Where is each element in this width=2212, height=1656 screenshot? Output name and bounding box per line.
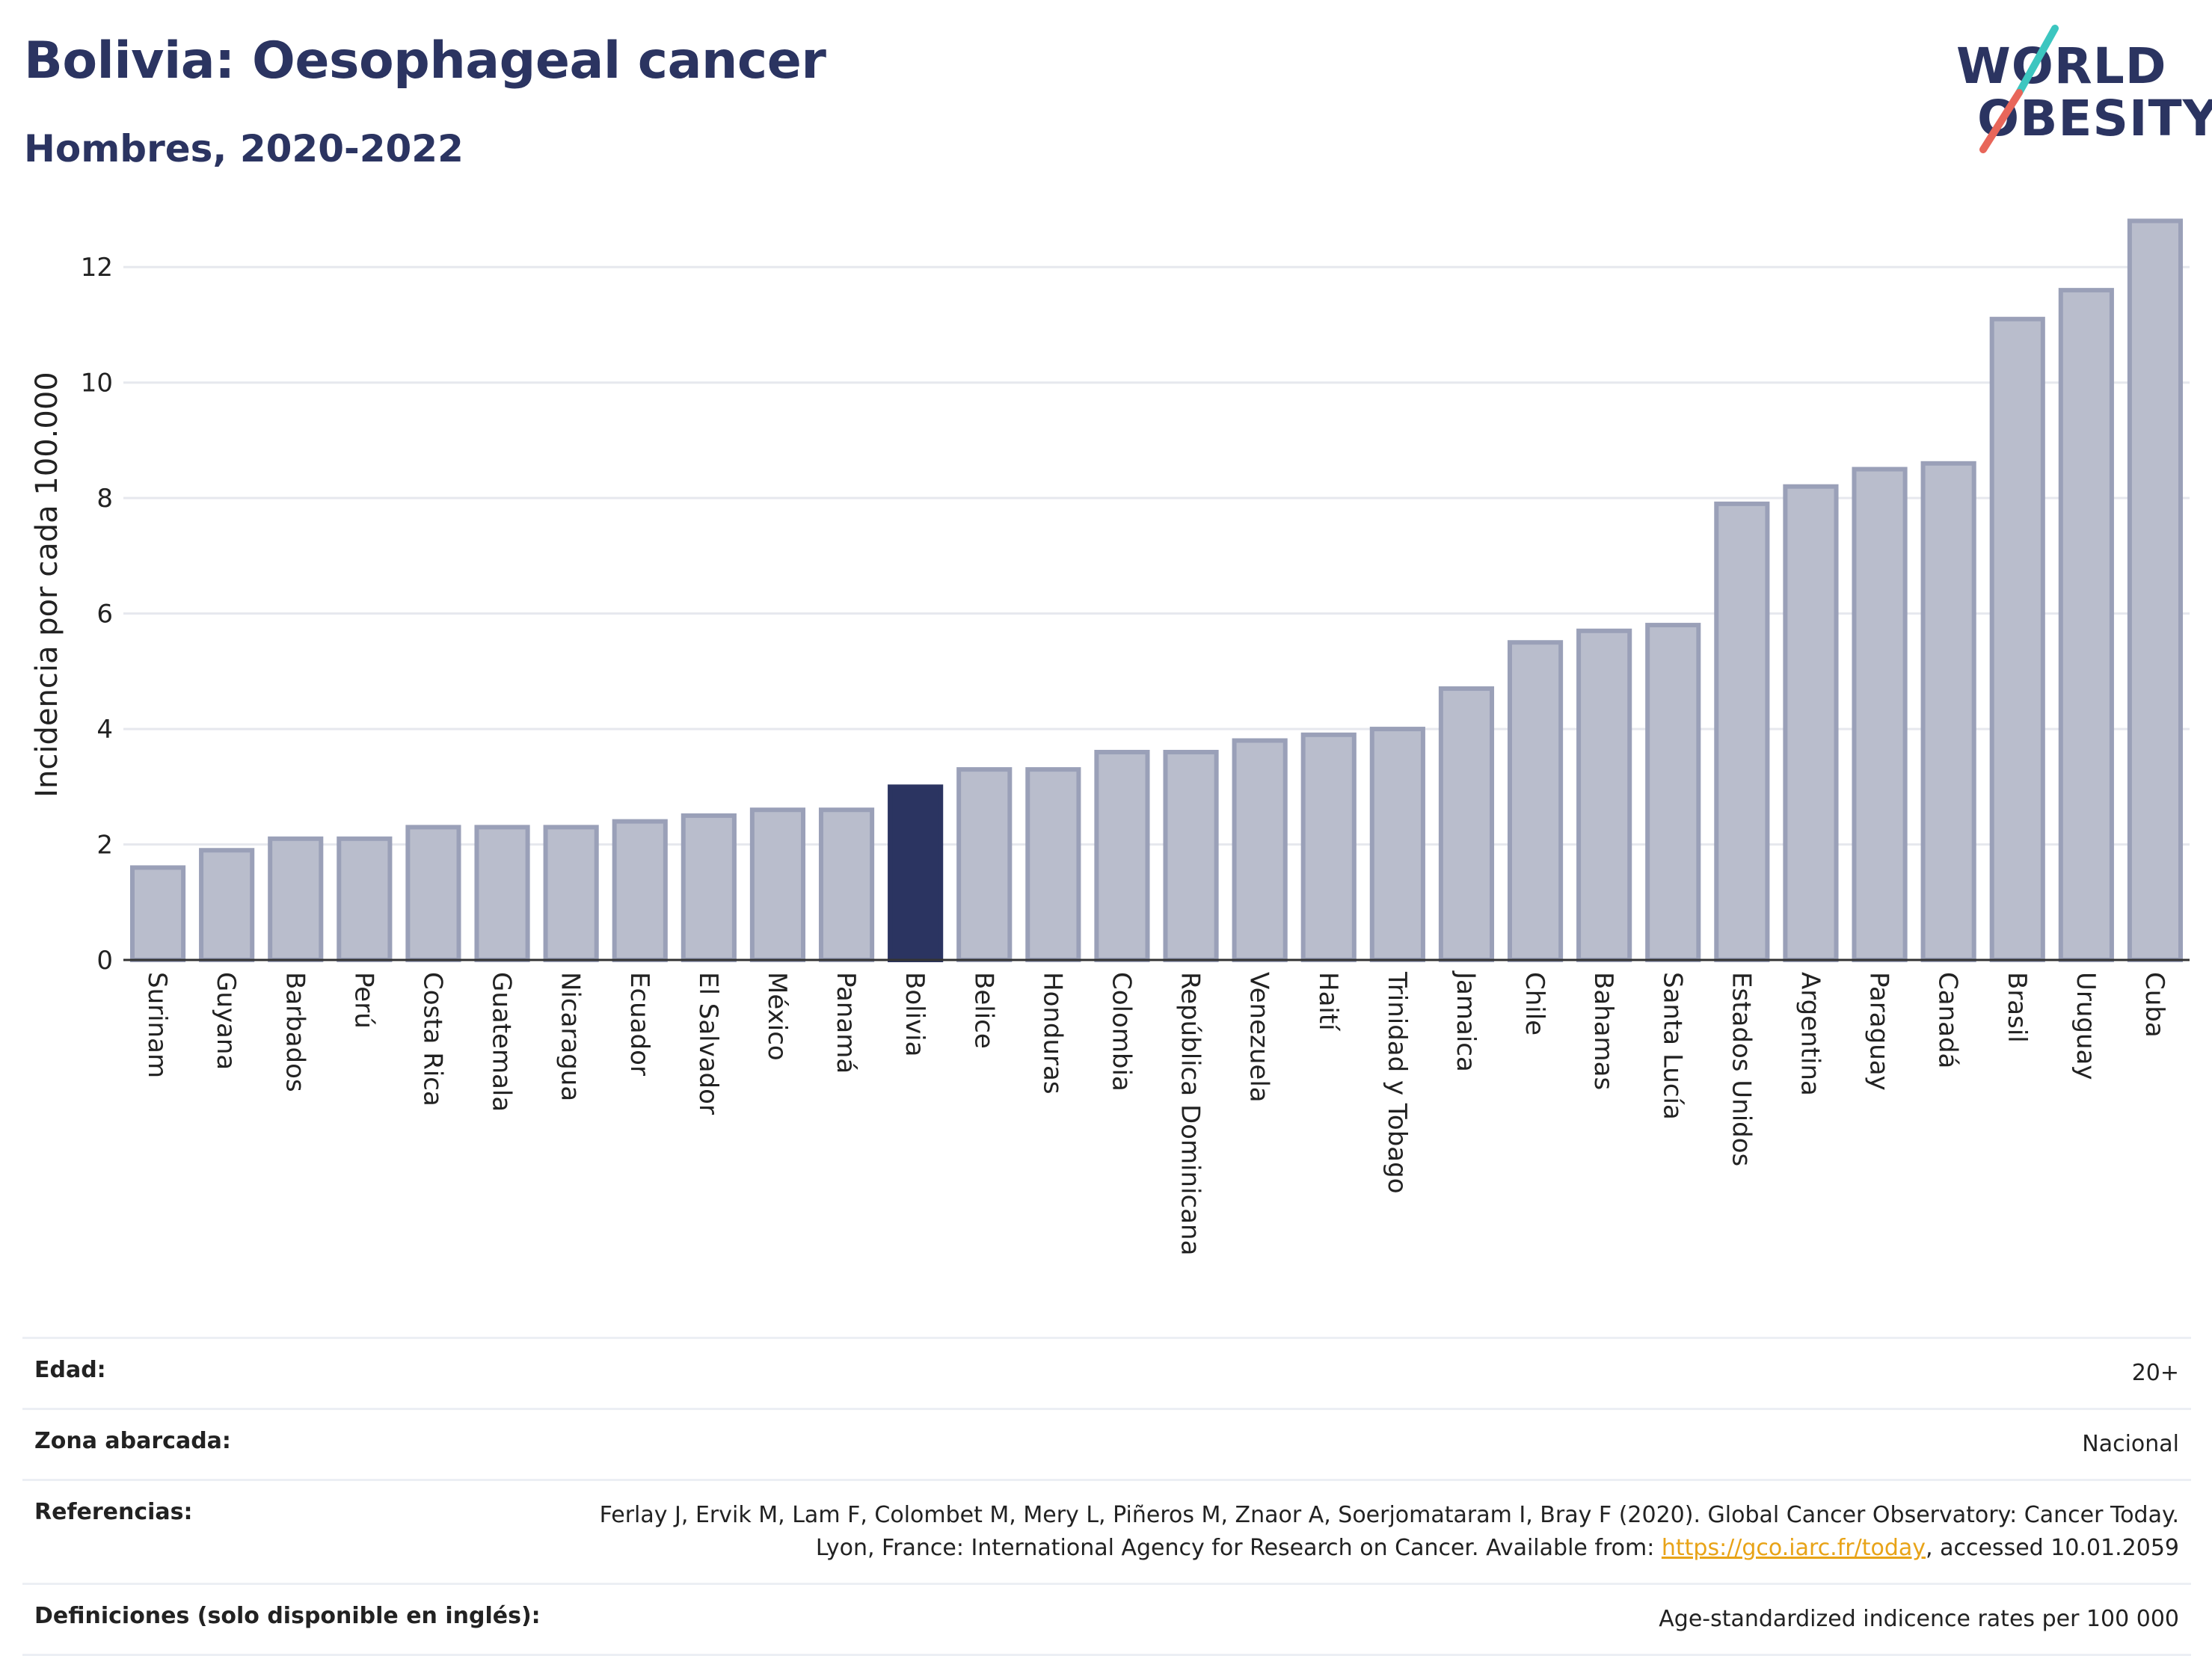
x-tick-label: Chile [1520,972,1549,1035]
bar-venezuela [1232,738,1288,962]
x-tick-label: Uruguay [2071,972,2101,1080]
bar-argentina [1783,484,1839,962]
y-tick-label: 0 [96,946,113,976]
y-axis-ticks: 0 2 4 6 8 10 12 [81,253,113,976]
x-tick-label: Jamaica [1451,970,1481,1072]
bar-guyana [199,848,255,962]
x-tick-label: Perú [348,972,378,1029]
bar-panamá [818,807,875,963]
info-row-references: Referencias: Ferlay J, Ervik M, Lam F, C… [22,1479,2191,1583]
x-tick-label: Canadá [1933,972,1963,1068]
logo-line-1: WORLD [1956,37,2167,95]
bar-bahamas [1576,628,1632,962]
world-obesity-logo: WORLD OBESITY [1944,22,2212,157]
zone-value: Nacional [2082,1431,2179,1457]
bar-república-dominicana [1163,749,1219,962]
bar-chile [1507,640,1564,962]
x-tick-label: Santa Lucía [1657,972,1687,1120]
references-link[interactable]: https://gco.iarc.fr/today [1661,1535,1926,1561]
bar-brasil [1989,316,2045,962]
x-tick-label: Guatemala [487,972,517,1112]
y-tick-label: 12 [81,253,113,283]
bar-colombia [1094,749,1150,962]
bar-uruguay [2058,288,2114,963]
x-tick-label: Venezuela [1244,972,1274,1103]
x-tick-label: Bolivia [900,972,930,1056]
bar-méxico [749,807,806,963]
bar-trinidad-y-tobago [1369,727,1425,962]
bars [129,218,2184,963]
bar-cuba [2127,218,2184,962]
age-label: Edad: [34,1357,106,1383]
info-table: Edad: 20+ Zona abarcada: Nacional Refere… [22,1337,2191,1656]
x-tick-label: Costa Rica [417,972,447,1106]
y-tick-label: 4 [96,715,113,745]
bar-barbados [268,836,324,962]
y-tick-label: 8 [96,484,113,514]
definitions-label: Definiciones (solo disponible en inglés)… [34,1603,541,1629]
bar-jamaica [1438,686,1495,962]
x-tick-label: Argentina [1795,972,1825,1096]
references-text: Ferlay J, Ervik M, Lam F, Colombet M, Me… [599,1502,2179,1561]
y-axis-title: Incidencia por cada 100.000 [30,372,64,798]
info-row-definitions: Definiciones (solo disponible en inglés)… [22,1583,2191,1656]
bar-paraguay [1852,467,1908,962]
x-tick-label: Honduras [1037,972,1067,1095]
chart-subtitle: Hombres, 2020-2022 [24,127,464,170]
x-tick-label: México [762,972,792,1061]
bar-belice [956,767,1013,963]
y-tick-label: 10 [81,369,113,398]
bar-honduras [1025,767,1081,963]
bar-chart: 0 2 4 6 8 10 12 Surinam Guyana Barbados Perú Costa… [30,218,2190,1255]
logo-slash-icon [1979,25,2059,153]
bar-bolivia [888,784,944,962]
bar-nicaragua [543,825,599,962]
x-tick-label: Panamá [831,972,861,1074]
x-tick-label: Estados Unidos [1726,972,1756,1166]
bar-guatemala [474,825,530,962]
age-value: 20+ [2131,1360,2179,1386]
x-tick-label: Paraguay [1864,972,1894,1091]
x-tick-label: Haití [1313,972,1343,1032]
bar-canadá [1920,461,1976,963]
info-row-age: Edad: 20+ [22,1337,2191,1408]
chart-title: Bolivia: Oesophageal cancer [24,31,826,90]
x-tick-label: República Dominicana [1176,972,1205,1255]
x-tick-label: Brasil [2002,972,2032,1043]
x-tick-label: Colombia [1106,972,1136,1092]
x-axis-labels: Surinam Guyana Barbados Perú Costa Rica Guate… [142,970,2169,1255]
bar-perú [337,836,393,962]
bar-estados-unidos [1714,501,1770,962]
references-tail: , accessed 10.01.2059 [1926,1535,2179,1561]
bar-el-salvador [681,813,737,963]
definitions-value: Age-standardized indicence rates per 100… [1659,1606,2179,1632]
x-tick-label: Barbados [280,972,310,1092]
x-tick-label: Surinam [142,972,172,1078]
x-tick-label: Trinidad y Tobago [1382,971,1412,1194]
x-tick-label: Guyana [211,972,241,1070]
info-row-zone: Zona abarcada: Nacional [22,1408,2191,1479]
x-tick-label: Ecuador [624,972,654,1076]
x-tick-label: Bahamas [1588,972,1618,1090]
zone-label: Zona abarcada: [34,1428,231,1454]
bar-surinam [129,865,186,963]
references-label: Referencias: [34,1499,193,1525]
x-tick-label: Belice [968,972,998,1049]
x-tick-label: Cuba [2139,972,2169,1038]
x-tick-label: El Salvador [693,972,723,1115]
bar-costa-rica [405,825,461,962]
references-value: Ferlay J, Ervik M, Lam F, Colombet M, Me… [549,1499,2179,1565]
bar-santa-lucía [1645,623,1701,962]
x-tick-label: Nicaragua [556,972,586,1101]
bar-ecuador [612,819,668,963]
y-tick-label: 6 [96,600,113,630]
bar-haití [1300,732,1357,962]
y-tick-label: 2 [96,831,113,861]
